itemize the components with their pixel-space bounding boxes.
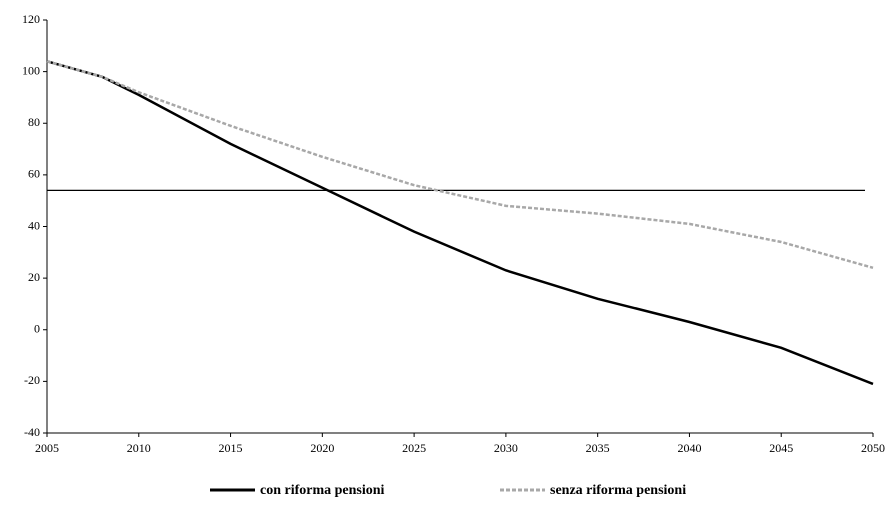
- series-line: [46, 60, 874, 386]
- y-tick-label: 60: [28, 167, 40, 181]
- legend-label: senza riforma pensioni: [550, 483, 686, 498]
- y-tick-label: 80: [28, 115, 40, 129]
- y-tick-label: 120: [22, 12, 40, 26]
- x-tick-label: 2005: [35, 441, 59, 455]
- x-tick-label: 2040: [677, 441, 701, 455]
- y-tick-label: 20: [28, 270, 40, 284]
- y-tick-label: -20: [24, 373, 40, 387]
- x-tick-label: 2015: [219, 441, 243, 455]
- y-tick-label: 0: [34, 322, 40, 336]
- x-tick-label: 2045: [769, 441, 793, 455]
- y-tick-label: -40: [24, 425, 40, 439]
- x-tick-label: 2020: [310, 441, 334, 455]
- y-tick-label: 40: [28, 218, 40, 232]
- x-tick-label: 2010: [127, 441, 151, 455]
- y-tick-label: 100: [22, 63, 40, 77]
- legend-label: con riforma pensioni: [260, 483, 385, 498]
- x-tick-label: 2050: [861, 441, 885, 455]
- x-tick-label: 2030: [494, 441, 518, 455]
- x-tick-label: 2035: [586, 441, 610, 455]
- x-tick-label: 2025: [402, 441, 426, 455]
- series-line: [46, 60, 874, 270]
